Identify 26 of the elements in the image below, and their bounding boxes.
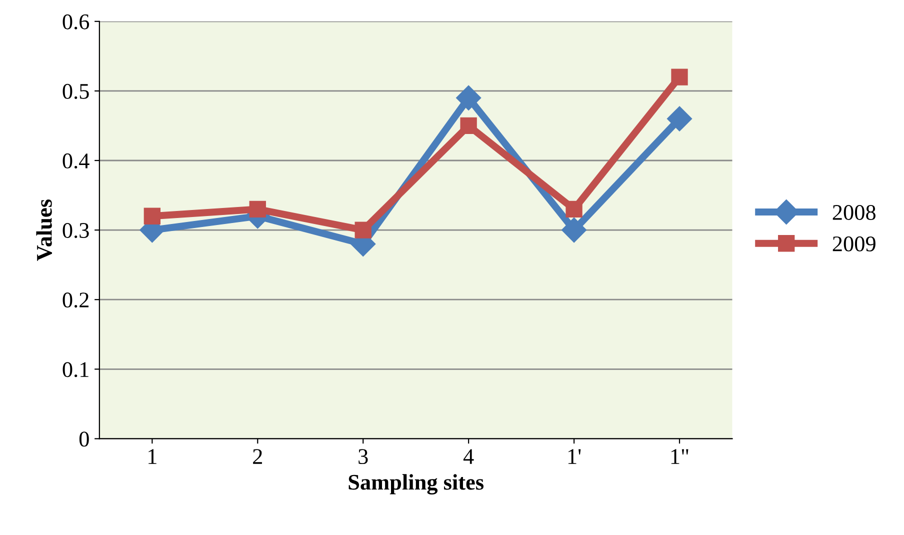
point [566, 200, 582, 218]
y-tick-label: 0.6 [62, 14, 90, 30]
x-tick-label: 2 [253, 449, 262, 464]
x-tick-label: 3 [358, 449, 368, 464]
point [249, 200, 266, 218]
x-tick-label: 4 [463, 449, 474, 464]
point [667, 106, 692, 132]
y-axis-title: Values [36, 200, 52, 261]
x-tick-label: 1" [671, 449, 688, 464]
legend-label: 2009 [832, 236, 876, 252]
y-tick-label: 0.3 [62, 222, 89, 238]
point [562, 218, 587, 243]
point [354, 222, 372, 238]
point [144, 208, 161, 224]
y-tick-label: 0 [79, 432, 89, 447]
x-tick-label: 1' [568, 449, 581, 464]
point [456, 85, 482, 110]
y-tick-label: 0.5 [62, 84, 89, 99]
y-tick-label: 0.4 [62, 153, 90, 169]
x-axis-title: Sampling sites [348, 474, 484, 494]
legend-label: 2008 [832, 204, 876, 220]
y-tick-label: 0.1 [62, 362, 88, 378]
x-tick-label: 1 [148, 449, 156, 464]
point [460, 117, 477, 134]
y-tick-label: 0.2 [62, 292, 88, 308]
point [671, 68, 688, 86]
